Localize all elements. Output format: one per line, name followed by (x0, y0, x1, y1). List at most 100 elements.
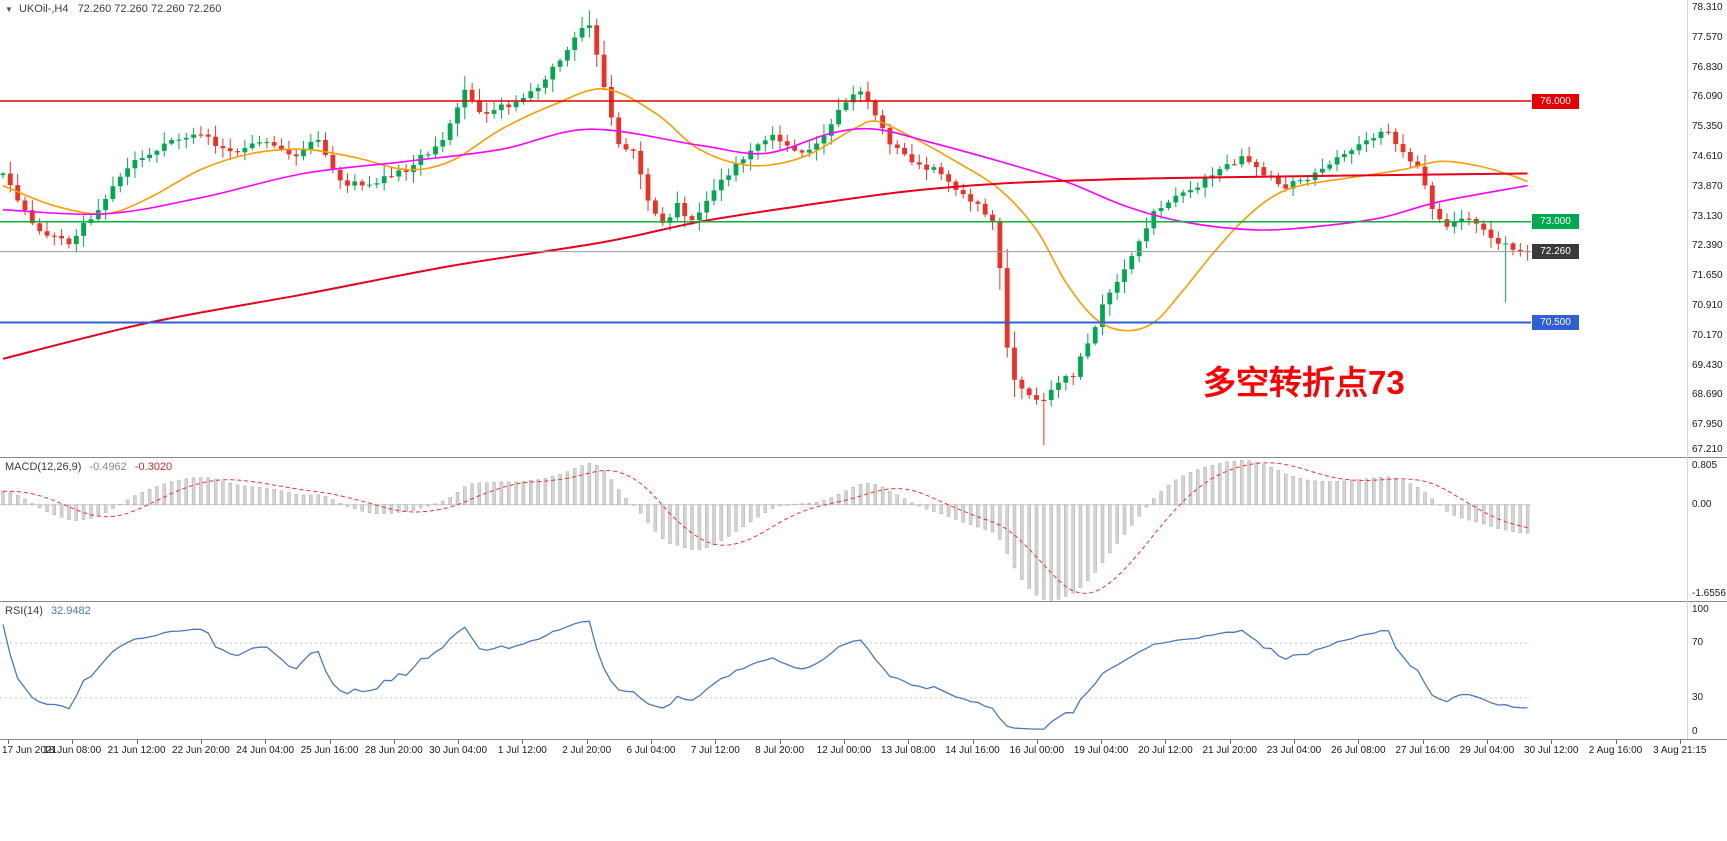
rsi-axis-label: 70 (1692, 637, 1704, 649)
time-axis-tick (1294, 740, 1295, 744)
time-axis-label: 25 Jun 16:00 (300, 745, 359, 756)
axis-separator-line (1687, 0, 1688, 739)
ma-slow-red (2, 172, 1528, 360)
price-badge-70.500[interactable]: 70.500 (1532, 315, 1579, 330)
time-axis-label: 1 Jul 12:00 (497, 745, 547, 756)
panel-separator[interactable] (0, 457, 1727, 458)
time-axis-tick (1551, 740, 1553, 744)
time-axis-tick (1615, 740, 1617, 744)
time-axis-label: 14 Jul 16:00 (945, 745, 1000, 756)
time-axis-label: 8 Jul 20:00 (755, 745, 805, 756)
price-axis-label: 77.570 (1692, 31, 1723, 43)
price-axis-label: 73.870 (1692, 180, 1723, 192)
symbol-timeframe-label: ▼ UKOil-,H4 72.260 72.260 72.260 72.260 (5, 3, 221, 15)
time-axis-label: 12 Jul 00:00 (816, 745, 872, 756)
price-axis-label: 69.430 (1692, 359, 1723, 371)
time-axis-label: 21 Jul 20:00 (1202, 745, 1257, 756)
panel-separator[interactable] (0, 601, 1727, 602)
rsi-value: 32.9482 (50, 605, 91, 617)
macd-indicator-label: MACD(12,26,9) -0.4962 -0.3020 (5, 461, 172, 473)
price-badge-73.000[interactable]: 73.000 (1532, 214, 1579, 230)
time-axis-tick (651, 740, 652, 744)
time-axis-tick (1229, 740, 1231, 744)
time-axis-label: 17 Jun 2021 (2, 745, 58, 756)
time-axis-tick (329, 740, 331, 744)
symbol-name: UKOil-,H4 (18, 3, 69, 15)
time-axis-label: 7 Jul 12:00 (690, 745, 740, 756)
time-axis-tick (72, 740, 74, 744)
rsi-indicator-label: RSI(14) 32.9482 (5, 605, 91, 617)
price-axis-label: 78.310 (1692, 2, 1723, 13)
time-axis-label: 13 Jul 08:00 (880, 745, 936, 756)
time-axis-label: 3 Aug 21:15 (1653, 745, 1707, 756)
macd-histogram (1, 460, 1530, 601)
price-badge-72.260[interactable]: 72.260 (1532, 244, 1579, 260)
time-axis-label: 29 Jul 04:00 (1459, 745, 1515, 756)
macd-name: MACD(12,26,9) (5, 461, 82, 473)
time-axis-tick (779, 740, 781, 744)
time-axis-tick (586, 740, 588, 744)
time-axis-tick (522, 740, 524, 744)
price-axis-label: 76.830 (1692, 61, 1723, 73)
rsi-axis-label: 100 (1692, 604, 1709, 615)
time-axis-tick (908, 740, 910, 744)
chart-annotation-text[interactable]: 多空转折点73 (1203, 364, 1405, 401)
time-axis-label: 16 Jul 00:00 (1009, 745, 1065, 756)
time-axis-label: 30 Jun 04:00 (429, 745, 488, 756)
price-chart-canvas[interactable] (0, 0, 1727, 457)
price-axis-label: 73.130 (1692, 210, 1723, 222)
rsi-line (2, 620, 1528, 730)
macd-axis-label: 0.805 (1692, 460, 1718, 471)
macd-main-value: -0.4962 (89, 461, 127, 473)
time-axis-tick (1486, 740, 1488, 744)
time-axis-tick (136, 740, 138, 744)
time-axis-tick (972, 740, 974, 744)
time-axis-tick (8, 740, 9, 744)
time-axis-tick (715, 740, 717, 744)
time-axis-label: 18 Jun 08:00 (43, 745, 102, 756)
time-axis-label: 21 Jun 12:00 (107, 745, 166, 756)
price-axis-label: 68.690 (1692, 389, 1723, 401)
symbol-dropdown-icon[interactable]: ▼ (5, 5, 13, 14)
time-axis-tick (265, 740, 267, 744)
time-axis-label: 24 Jun 04:00 (236, 745, 295, 756)
time-axis-label: 26 Jul 08:00 (1331, 745, 1386, 756)
time-axis-tick (1165, 740, 1167, 744)
price-axis-label: 71.650 (1692, 270, 1723, 282)
time-axis-tick (1036, 740, 1038, 744)
ma-fast-orange (2, 88, 1528, 332)
price-axis-label: 67.950 (1692, 419, 1723, 431)
ma-mid-magenta (2, 127, 1528, 231)
price-axis-label: 70.910 (1692, 299, 1723, 311)
price-axis-label: 75.350 (1692, 121, 1723, 133)
panel-separator[interactable] (0, 739, 1727, 740)
macd-signal-value: -0.3020 (134, 461, 173, 473)
time-axis-label: 19 Jul 04:00 (1073, 745, 1129, 756)
time-axis-tick (1679, 740, 1681, 744)
price-axis-label: 72.390 (1692, 240, 1723, 252)
price-axis-label: 67.210 (1692, 444, 1723, 455)
time-axis-tick (1101, 740, 1103, 744)
time-axis-label: 22 Jun 20:00 (171, 745, 230, 756)
price-axis-label: 70.170 (1692, 329, 1723, 341)
ohlc-values: 72.260 72.260 72.260 72.260 (77, 3, 222, 15)
time-axis-label: 2 Aug 16:00 (1588, 745, 1643, 756)
time-axis-label: 23 Jul 04:00 (1266, 745, 1322, 756)
price-axis-label: 76.090 (1692, 91, 1723, 103)
rsi-panel-canvas[interactable] (0, 602, 1727, 739)
rsi-axis-label: 30 (1692, 691, 1704, 703)
candlesticks (0, 10, 1530, 446)
time-axis-tick (200, 740, 202, 744)
time-axis-tick (458, 740, 460, 744)
macd-signal-line (3, 462, 1528, 594)
time-axis-label: 28 Jun 20:00 (364, 745, 423, 756)
time-axis-label: 27 Jul 16:00 (1395, 745, 1450, 756)
time-axis-label: 20 Jul 12:00 (1138, 745, 1193, 756)
rsi-axis-label: 0 (1692, 726, 1698, 737)
price-axis-label: 74.610 (1692, 150, 1723, 162)
time-axis-label: 30 Jul 12:00 (1523, 745, 1579, 756)
macd-panel-canvas[interactable] (0, 458, 1727, 601)
time-axis-tick (843, 740, 845, 744)
price-badge-76.000[interactable]: 76.000 (1532, 93, 1579, 109)
